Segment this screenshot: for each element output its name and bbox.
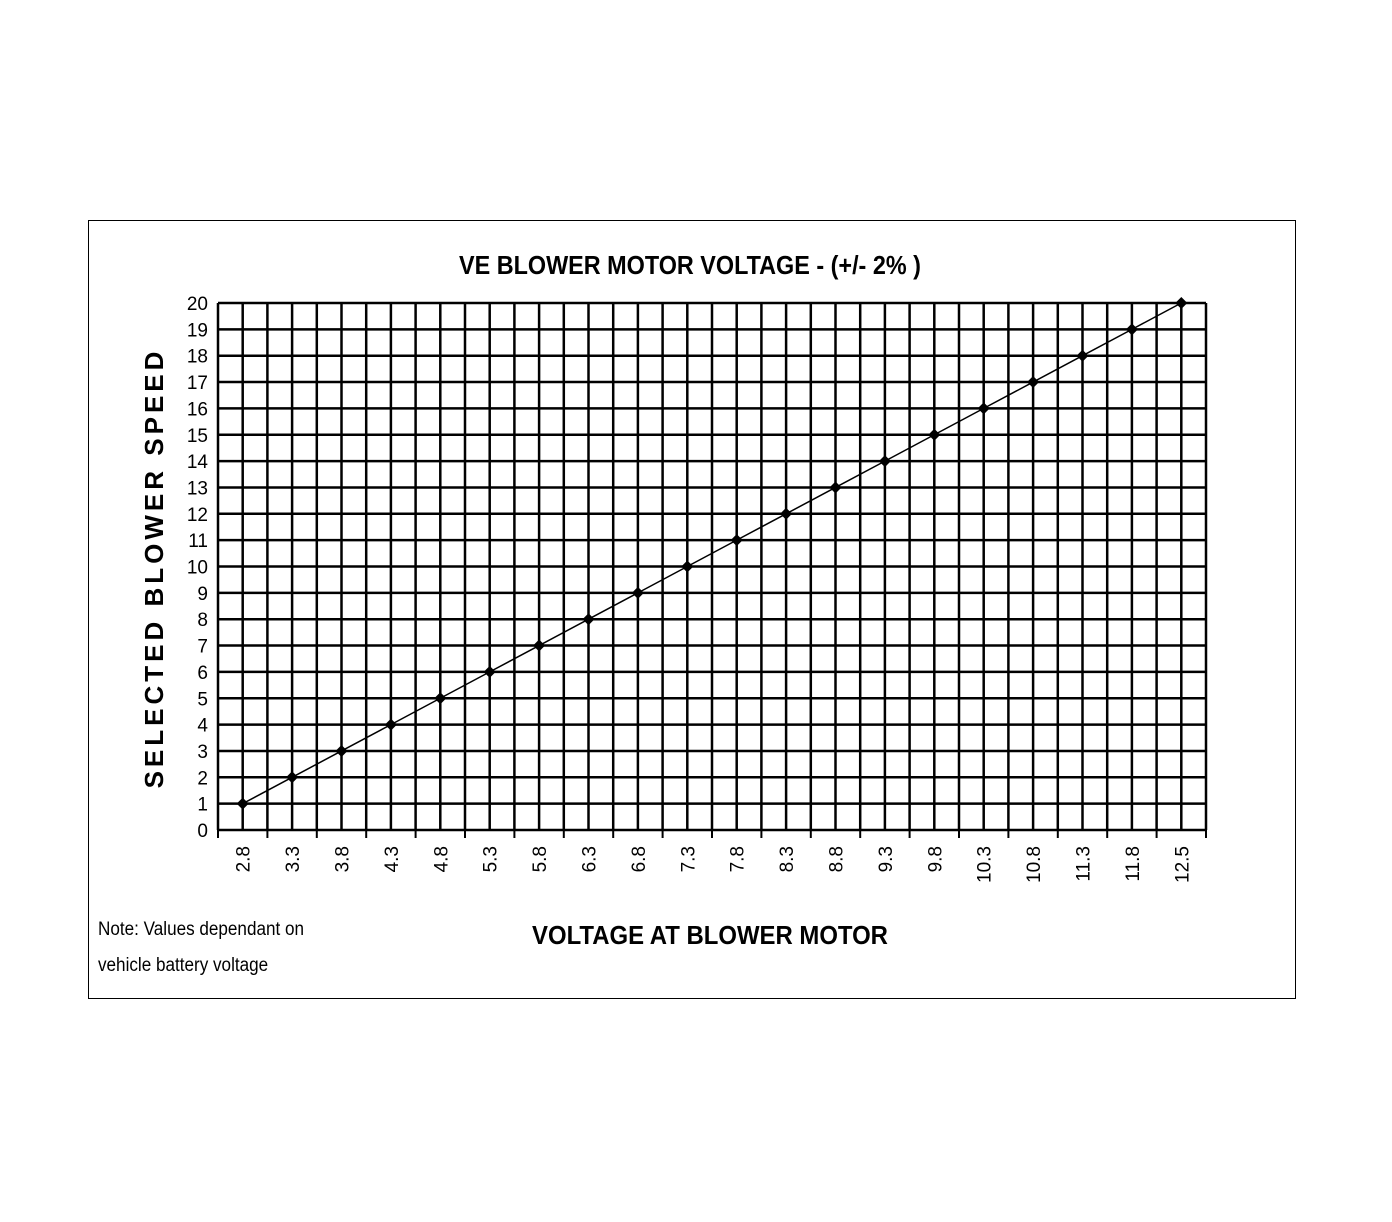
data-point	[1175, 297, 1188, 309]
data-point	[236, 797, 249, 810]
note-line-2: vehicle battery voltage	[98, 955, 269, 976]
y-tick-label: 11	[188, 531, 208, 552]
y-tick-label: 2	[197, 768, 208, 789]
chart-frame	[88, 220, 1296, 999]
y-tick-label: 10	[187, 558, 208, 579]
x-tick-label: 12.5	[1172, 846, 1193, 883]
x-tick-label: 6.3	[580, 846, 601, 872]
x-tick-label: 5.3	[481, 846, 502, 872]
x-tick-label: 10.8	[1024, 846, 1045, 883]
y-tick-label: 9	[197, 584, 208, 605]
y-tick-label: 15	[187, 426, 208, 447]
y-tick-label: 1	[197, 795, 208, 816]
x-tick-label: 8.3	[777, 846, 798, 872]
x-tick-label: 3.8	[333, 846, 354, 872]
x-tick-label: 7.3	[678, 846, 699, 872]
data-point	[631, 586, 644, 599]
note-line-1: Note: Values dependant on	[98, 919, 305, 940]
data-point	[829, 481, 842, 494]
y-tick-label: 18	[187, 347, 208, 368]
data-point	[384, 718, 397, 731]
x-tick-label: 8.8	[827, 846, 848, 872]
y-tick-label: 12	[187, 505, 208, 526]
data-point	[335, 744, 348, 757]
data-point	[928, 428, 941, 441]
x-tick-label: 11.8	[1123, 846, 1144, 882]
x-tick-label: 9.3	[876, 846, 897, 872]
x-tick-label: 10.3	[975, 846, 996, 883]
data-point	[483, 665, 496, 678]
x-tick-label: 4.8	[431, 846, 452, 872]
series-line	[242, 302, 1182, 805]
chart-note: Note: Values dependant on vehicle batter…	[98, 912, 304, 984]
data-point	[1027, 376, 1040, 389]
y-tick-label: 16	[187, 399, 208, 420]
y-tick-label: 14	[187, 452, 209, 473]
y-tick-label: 19	[187, 320, 208, 341]
y-tick-label: 5	[197, 689, 208, 710]
x-tick-label: 6.8	[629, 846, 650, 872]
y-axis-label: SELECTED BLOWER SPEED	[139, 348, 169, 789]
data-point	[1125, 323, 1138, 336]
data-point	[977, 402, 990, 415]
data-point	[434, 692, 447, 705]
data-point	[730, 534, 743, 547]
data-point	[681, 560, 694, 573]
y-tick-label: 4	[197, 716, 208, 737]
y-tick-label: 17	[187, 373, 208, 394]
y-tick-label: 8	[197, 610, 208, 631]
data-point	[286, 771, 299, 784]
y-tick-label: 0	[197, 821, 208, 842]
x-tick-label: 2.8	[234, 846, 255, 872]
x-tick-label: 11.3	[1074, 846, 1095, 882]
x-tick-label: 7.8	[728, 846, 749, 872]
x-tick-label: 9.8	[925, 846, 946, 872]
x-axis-label: VOLTAGE AT BLOWER MOTOR	[532, 921, 888, 950]
y-tick-label: 3	[197, 742, 208, 763]
data-point	[1076, 349, 1089, 362]
y-tick-label: 13	[187, 478, 208, 499]
data-point	[780, 507, 793, 520]
y-tick-label: 6	[197, 663, 208, 684]
y-tick-label: 7	[197, 637, 208, 658]
data-point	[582, 613, 595, 626]
x-tick-label: 5.8	[530, 846, 551, 872]
y-tick-label: 20	[187, 294, 208, 315]
data-point	[533, 639, 546, 652]
data-point	[878, 455, 891, 468]
x-tick-label: 3.3	[283, 846, 304, 872]
x-tick-label: 4.3	[382, 846, 403, 872]
chart-title: VE BLOWER MOTOR VOLTAGE - (+/- 2% )	[459, 252, 921, 280]
